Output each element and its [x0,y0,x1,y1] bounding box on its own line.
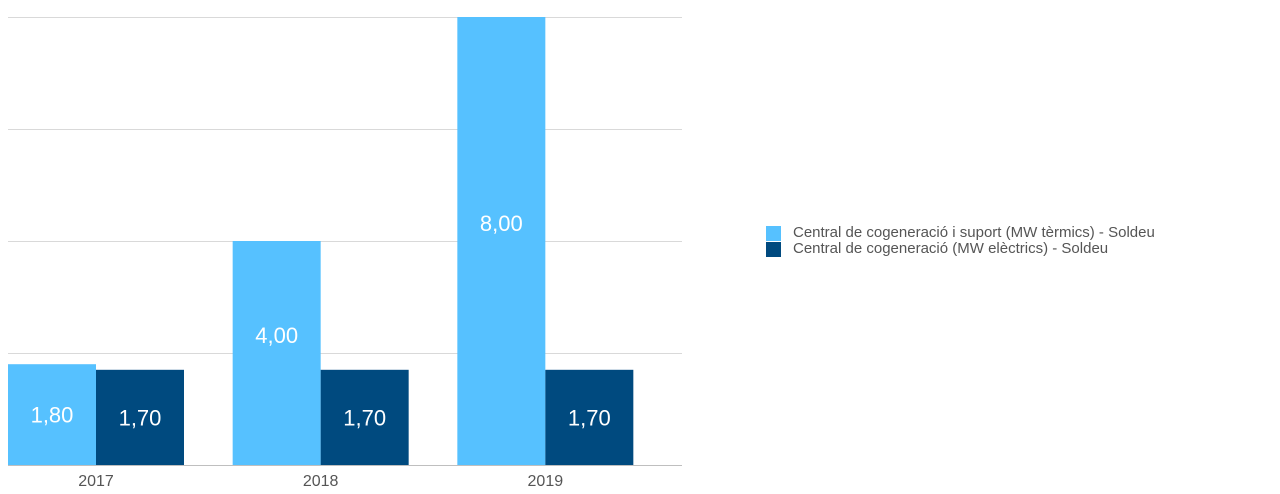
data-label: 1,70 [343,405,386,430]
legend-swatch-electric [766,241,781,257]
bar [8,364,96,465]
legend-label-thermal: Central de cogeneració i suport (MW tèrm… [793,224,1155,241]
bar [320,369,409,465]
data-label: 1,70 [119,405,162,430]
bar [457,17,546,465]
bar [545,369,634,465]
x-tick-label: 2018 [303,473,339,489]
legend-label-electric: Central de cogeneració (MW elèctrics) - … [793,240,1109,257]
data-label: 4,00 [255,323,298,348]
bar [232,241,321,465]
x-tick-label: 2017 [78,473,114,489]
legend-item-thermal: Central de cogeneració i suport (MW tèrm… [766,225,1155,241]
data-label: 8,00 [480,211,523,236]
legend-swatch-thermal [766,225,781,241]
data-label: 1,80 [31,403,74,428]
x-tick-label: 2019 [528,473,564,489]
legend: Central de cogeneració i suport (MW tèrm… [766,225,1155,257]
data-label: 1,70 [568,405,611,430]
bar [96,369,184,465]
legend-item-electric: Central de cogeneració (MW elèctrics) - … [766,241,1155,257]
